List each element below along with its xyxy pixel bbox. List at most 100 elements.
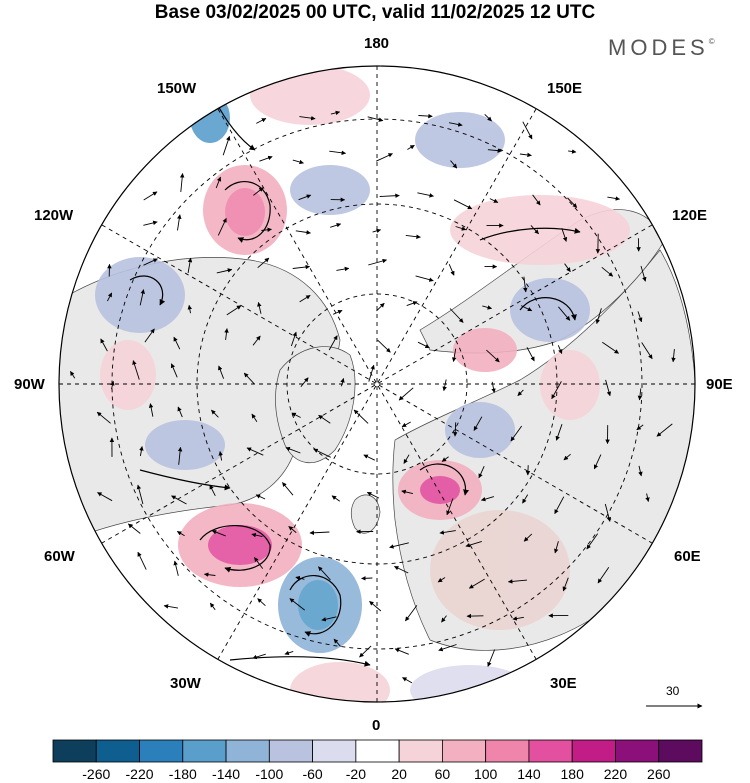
wind-vector: [417, 192, 434, 198]
wind-vector: [451, 348, 457, 362]
wind-vector: [299, 295, 311, 303]
wind-vector: [318, 566, 331, 581]
anomaly-positive-bering: [250, 66, 370, 125]
wind-vector: [379, 193, 400, 198]
wind-vector: [437, 577, 446, 583]
wind-vector: [523, 533, 533, 542]
wind-vector: [484, 113, 492, 122]
map-boundary: [58, 65, 696, 703]
anomaly-positive-africa: [290, 662, 390, 702]
wind-vector: [215, 176, 222, 189]
copyright-mark: ©: [708, 37, 715, 46]
anomaly-shading: [95, 66, 630, 702]
wind-vector: [637, 311, 643, 323]
wind-vector: [321, 616, 337, 622]
lon-label-0: 0: [372, 717, 381, 734]
wind-vector: [510, 425, 523, 442]
wind-vector: [563, 453, 571, 461]
wind-vector: [522, 494, 529, 504]
wind-vector: [551, 381, 562, 400]
colorbar-tick-label: 100: [473, 766, 498, 782]
wind-vector: [291, 412, 301, 418]
wind-vector: [441, 615, 447, 623]
anomaly-positive-canada: [100, 340, 156, 410]
colorbar-tick-label: -100: [255, 766, 284, 782]
wind-vector: [398, 387, 414, 401]
wind-vector: [359, 645, 372, 658]
colorbar-tick-label: 20: [391, 766, 407, 782]
wind-vector: [480, 496, 495, 502]
wind-vector: [366, 491, 380, 499]
wind-vector: [641, 342, 653, 360]
wind-vector: [218, 365, 225, 379]
wind-vector: [389, 542, 409, 549]
anomaly-negative-north-pacific: [415, 112, 505, 168]
brand-name: MODES: [608, 35, 709, 60]
lon-label-60w: 60W: [44, 548, 75, 565]
colorbar-tick-label: -260: [82, 766, 111, 782]
wind-vector: [554, 541, 559, 554]
wind-vector: [638, 465, 643, 477]
wind-vector: [487, 148, 503, 153]
wind-vector: [597, 566, 610, 584]
map-title: Base 03/02/2025 00 UTC, valid 11/02/2025…: [154, 2, 596, 23]
wind-vector: [254, 557, 264, 569]
wind-vector: [636, 424, 644, 431]
wind-vector: [526, 347, 535, 362]
wind-vector: [203, 572, 216, 577]
wind-vector: [372, 228, 382, 234]
wind-vector: [473, 416, 483, 431]
wind-vector: [333, 638, 341, 647]
wind-vector: [367, 116, 384, 122]
lon-label-90e: 90E: [706, 376, 733, 393]
wind-vector: [288, 526, 297, 533]
wind-vector: [255, 494, 266, 500]
wind-vector: [143, 258, 158, 266]
wind-vector: [394, 648, 409, 655]
wind-vector: [442, 379, 447, 392]
wind-vector: [607, 196, 621, 201]
wind-vector: [298, 194, 312, 201]
wind-vector: [253, 187, 264, 196]
colorbar-tick-label: 220: [603, 766, 628, 782]
wind-vector: [417, 341, 430, 349]
wind-vector: [290, 331, 297, 347]
colorbar-tick-label: -180: [168, 766, 197, 782]
anomaly-positive-nw-pacific-core: [225, 188, 265, 236]
wind-vector: [139, 446, 144, 457]
wind-vector: [418, 113, 433, 119]
wind-vector: [656, 423, 673, 437]
lon-label-120w: 120W: [34, 207, 74, 224]
wind-vector: [507, 579, 528, 584]
wind-vector: [452, 422, 458, 437]
wind-vector: [562, 577, 569, 592]
wind-vector: [522, 121, 533, 140]
wind-vector: [218, 451, 223, 461]
lon-label-150w: 150W: [157, 80, 197, 97]
wind-vector: [453, 199, 473, 210]
wind-vector: [568, 149, 577, 154]
wind-vector: [465, 540, 482, 548]
wind-vector: [136, 484, 144, 505]
wind-vector: [170, 363, 178, 378]
lon-label-60e: 60E: [674, 548, 701, 565]
wind-vector: [564, 263, 571, 273]
wind-vector: [177, 406, 183, 418]
wind-vector: [257, 301, 262, 314]
wind-vector: [251, 413, 258, 423]
wind-vector: [187, 257, 193, 273]
anomaly-negative-alaska: [95, 257, 185, 333]
wind-vector: [211, 530, 226, 537]
lon-label-90w: 90W: [14, 376, 45, 393]
lon-label-30e: 30E: [550, 675, 577, 692]
anomaly-negative-ural: [445, 402, 515, 458]
wind-vector: [415, 275, 434, 282]
wind-vector: [401, 489, 414, 495]
wind-vector: [331, 495, 341, 502]
wind-vector: [243, 372, 255, 385]
wind-vector: [328, 335, 338, 351]
wind-vector: [187, 304, 193, 314]
anomaly-positive-north-atlantic-core: [208, 525, 272, 565]
wind-vector: [361, 576, 373, 581]
